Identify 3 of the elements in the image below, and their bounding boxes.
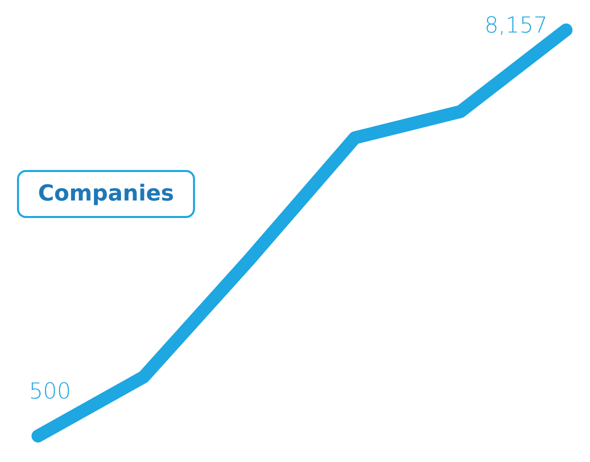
data-label: 8,157 — [484, 14, 548, 38]
text: Companies — [38, 182, 174, 206]
data-label: 500 — [29, 380, 71, 404]
